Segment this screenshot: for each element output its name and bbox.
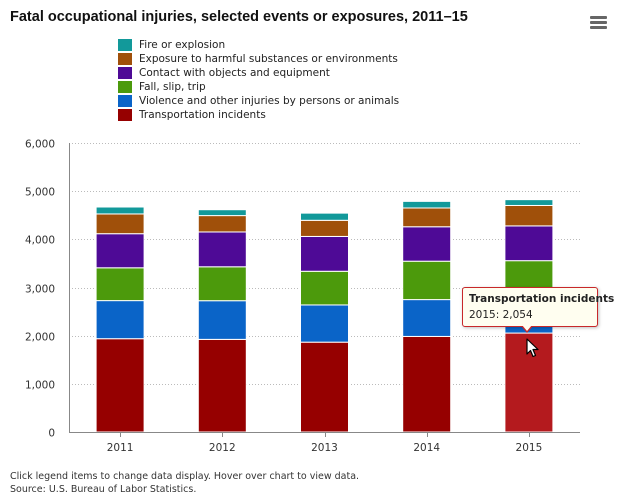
menu-line — [590, 21, 607, 24]
bar-segment — [300, 219, 349, 237]
x-tick-label: 2012 — [209, 442, 236, 454]
bar-segment — [95, 267, 145, 302]
legend-item-transportation[interactable]: Transportation incidents — [118, 108, 438, 122]
legend-swatch — [118, 109, 132, 121]
bar-segment — [300, 270, 349, 306]
bar-segment — [197, 266, 247, 302]
tooltip-value: 2015: 2,054 — [469, 309, 533, 321]
menu-line — [590, 16, 607, 19]
legend-item-exposure[interactable]: Exposure to harmful substances or enviro… — [118, 52, 438, 66]
bar-segment — [402, 335, 452, 433]
legend-label: Exposure to harmful substances or enviro… — [139, 53, 398, 65]
y-tick-label: 3,000 — [25, 284, 55, 296]
x-tick-label: 2014 — [413, 442, 440, 454]
legend-swatch — [118, 81, 132, 93]
legend-item-fire-or-explosion[interactable]: Fire or explosion — [118, 38, 438, 52]
x-tick-label: 2015 — [516, 442, 543, 454]
bar-segment — [95, 233, 145, 269]
legend-swatch — [118, 39, 132, 51]
legend-item-contact[interactable]: Contact with objects and equipment — [118, 66, 438, 80]
legend-label: Violence and other injuries by persons o… — [139, 95, 400, 107]
legend: Fire or explosion Exposure to harmful su… — [118, 38, 438, 122]
footnote: Click legend items to change data displa… — [10, 470, 359, 496]
hamburger-menu-icon[interactable] — [590, 16, 607, 30]
y-tick-label: 2,000 — [25, 332, 55, 344]
tooltip-title: Transportation incidents — [469, 293, 615, 305]
legend-swatch — [118, 53, 132, 65]
bar-segment — [197, 300, 247, 340]
y-tick-label: 1,000 — [25, 380, 55, 392]
bar-segment — [95, 300, 145, 340]
legend-item-violence[interactable]: Violence and other injuries by persons o… — [118, 94, 438, 108]
bar-segment — [95, 213, 145, 235]
bar-segment — [300, 341, 349, 433]
chart-title: Fatal occupational injuries, selected ev… — [10, 9, 468, 25]
bar-segment — [402, 260, 452, 301]
bar-segment — [95, 206, 145, 215]
bar-segment — [504, 225, 554, 262]
bar-segment — [197, 231, 247, 268]
y-tick-label: 5,000 — [25, 187, 55, 199]
bar-segment — [300, 212, 349, 221]
mouse-pointer-icon — [526, 338, 539, 358]
bar-segment — [402, 226, 452, 262]
bar-segment — [402, 207, 452, 228]
bar-segment — [402, 299, 452, 337]
legend-swatch — [118, 95, 132, 107]
y-tick-label: 4,000 — [25, 235, 55, 247]
bar-segment — [300, 304, 349, 343]
x-tick-label: 2011 — [107, 442, 134, 454]
bar-segment — [504, 204, 554, 227]
menu-line — [590, 26, 607, 29]
tooltip-arrow — [522, 325, 532, 331]
footnote-source: Source: U.S. Bureau of Labor Statistics. — [10, 484, 197, 495]
legend-label: Transportation incidents — [139, 109, 266, 121]
data-tooltip: Transportation incidents 2015: 2,054 — [462, 287, 615, 327]
bar-segment — [300, 235, 349, 272]
y-tick-label: 6,000 — [25, 139, 55, 151]
legend-label: Fall, slip, trip — [139, 81, 206, 93]
footnote-instructions: Click legend items to change data displa… — [10, 471, 360, 482]
legend-label: Contact with objects and equipment — [139, 67, 330, 79]
legend-swatch — [118, 67, 132, 79]
legend-label: Fire or explosion — [139, 39, 226, 51]
bar-segment — [197, 338, 247, 433]
bar-segment — [197, 209, 247, 217]
y-tick-label: 0 — [48, 428, 55, 440]
legend-item-fall[interactable]: Fall, slip, trip — [118, 80, 438, 94]
bar-segment — [504, 199, 554, 206]
bar-segment — [95, 338, 145, 433]
bar-segment — [402, 200, 452, 209]
bar-segment — [197, 215, 247, 233]
x-tick-label: 2013 — [311, 442, 338, 454]
